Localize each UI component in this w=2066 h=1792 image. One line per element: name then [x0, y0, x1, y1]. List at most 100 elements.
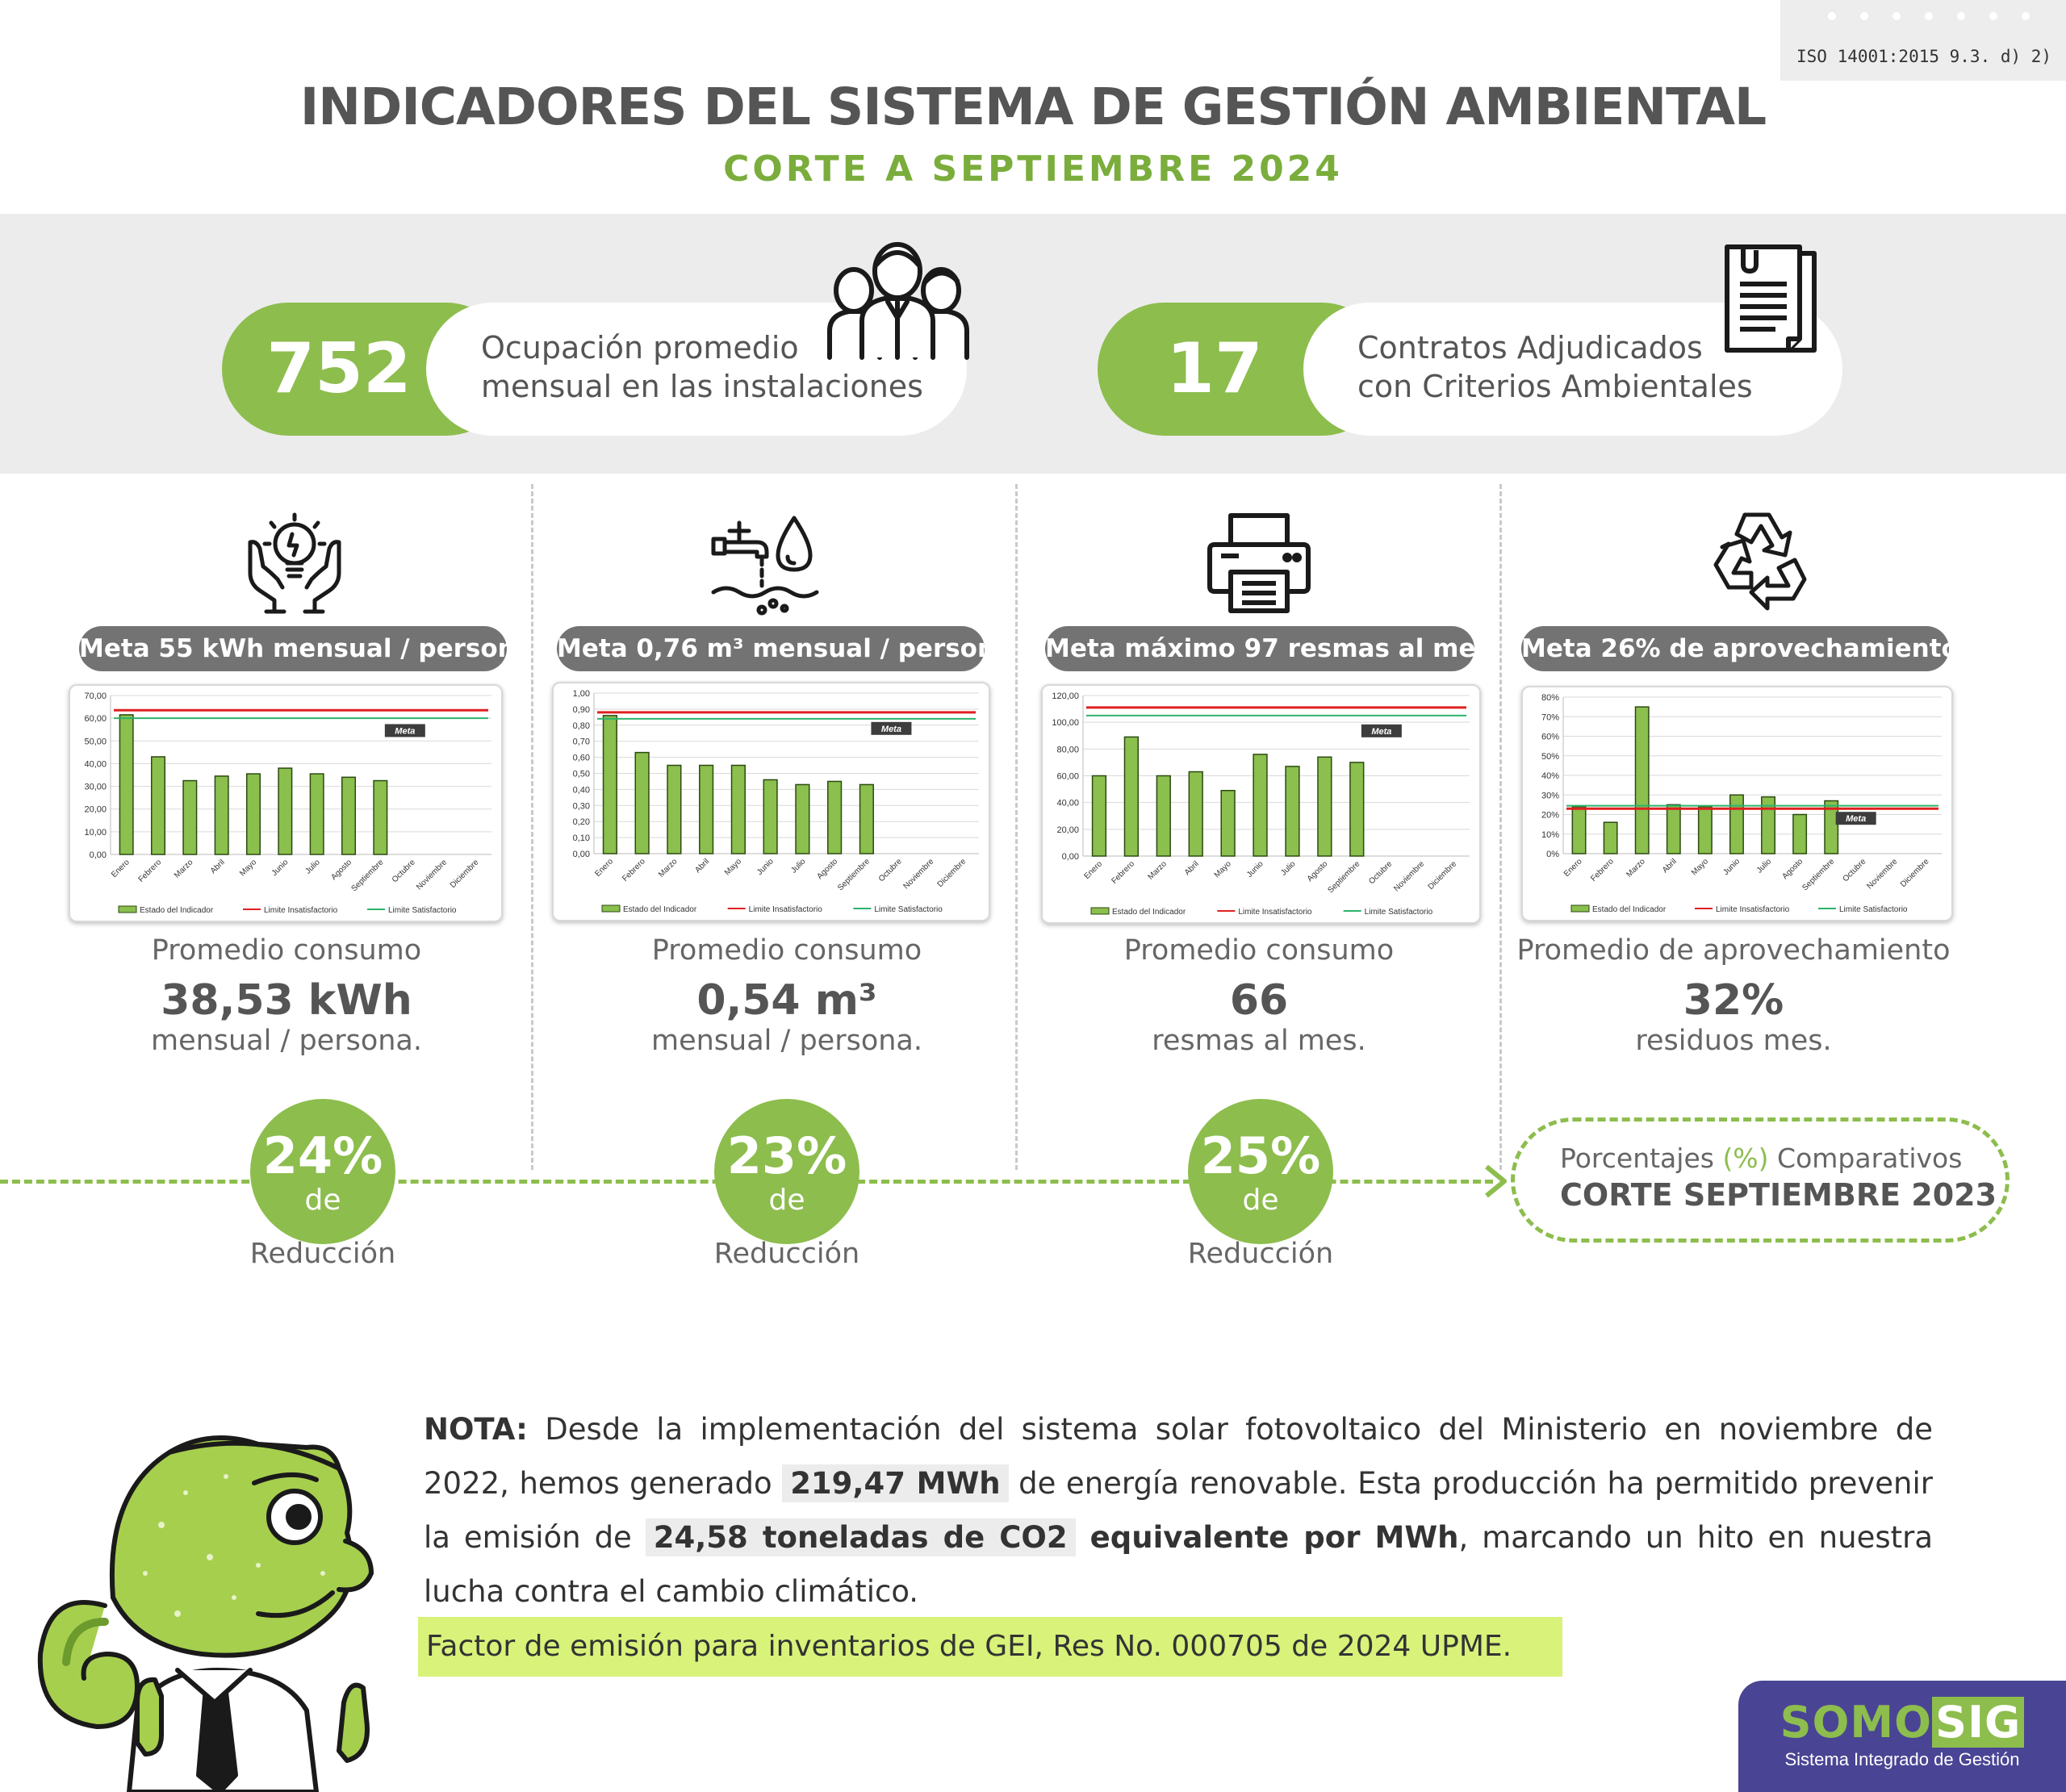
chart-xtick-label: Enero [593, 857, 615, 879]
chart-ytick-label: 50,00 [84, 737, 107, 746]
chart-xtick-label: Octubre [1841, 857, 1867, 883]
chart-xtick-label: Diciembre [1899, 857, 1931, 889]
chart-ytick-label: 60% [1541, 733, 1559, 742]
chart-bar [1634, 706, 1650, 854]
stat-energy-label: Promedio consumo [151, 934, 422, 967]
chart-recycling: 0% 10% 20% 30% 40% 50% 60% 70% 80% Enero Febrero Ma… [1521, 686, 1953, 921]
chart-bar [245, 773, 261, 855]
chart-bar [667, 764, 682, 854]
chart-ytick-label: 0,20 [573, 817, 590, 827]
chart-legend-label: Limite Satisfactorio [1839, 905, 1908, 914]
document-icon [1725, 244, 1817, 353]
chart-bar [214, 775, 229, 855]
chart-legend-label: Estado del Indicador [140, 906, 214, 915]
chart-meta-label: Meta [881, 725, 901, 734]
chart-ytick-label: 120,00 [1052, 691, 1079, 701]
chart-xtick-label: Septiembre [1326, 859, 1361, 895]
chart-xtick-label: Septiembre [1800, 857, 1836, 892]
stat-energy-unit: mensual / persona. [151, 1025, 422, 1057]
chart-ytick-label: 10,00 [84, 828, 107, 838]
chart-xtick-label: Diciembre [1427, 859, 1459, 892]
chart-xtick-label: Septiembre [350, 858, 386, 893]
somosig-logo-b: SIG [1932, 1697, 2025, 1748]
chart-ytick-label: 80,00 [1056, 745, 1079, 754]
stat-paper-value: 66 [1229, 976, 1289, 1025]
chart-ytick-label: 30% [1541, 791, 1559, 800]
chart-energy: 0,00 10,00 20,00 30,00 40,00 50,00 60,00 70,00 E… [69, 684, 503, 922]
chart-xtick-label: Julio [303, 858, 322, 876]
chart-bar [150, 756, 166, 855]
comparison-box: Porcentajes (%) Comparativos CORTE SEPTI… [1511, 1117, 2010, 1243]
chart-xtick-label: Julio [1755, 857, 1774, 875]
chart-bar [1761, 796, 1775, 854]
column-separator [531, 484, 533, 1170]
chart-meta-tag [1361, 724, 1402, 737]
chart-xtick-label: Agosto [1780, 857, 1805, 881]
comparison-line1: Porcentajes (%) Comparativos [1560, 1142, 2005, 1174]
highlight-contracts-text: Contratos Adjudicados con Criterios Ambi… [1357, 328, 1817, 406]
chart-bar [699, 764, 714, 854]
indicator-meta-water: Meta 0,76 m³ mensual / persona [557, 626, 1012, 671]
chart-bar [1220, 789, 1236, 857]
energy-bulb-hands-icon [248, 512, 341, 614]
chart-ytick-label: 0,30 [573, 801, 590, 811]
chart-xtick-label: Febrero [1589, 857, 1616, 883]
people-group-icon [827, 242, 969, 360]
chart-ytick-label: 80% [1541, 693, 1559, 703]
note-highlight-energy: 219,47 MWh [782, 1464, 1009, 1502]
highlight-occupancy-text: Ocupación promedio mensual en las instal… [481, 328, 933, 406]
chart-ytick-label: 0,50 [573, 770, 590, 779]
comparison-text-a: Porcentajes [1560, 1142, 1723, 1174]
chart-bar [1285, 766, 1300, 857]
indicator-meta-energy: Meta 55 kWh mensual / persona [79, 626, 533, 671]
chart-xtick-label: Abril [693, 857, 711, 875]
reduction-pct: 23% [726, 1126, 847, 1185]
note-text-4: , marcando un hito en nuestra lucha cont… [424, 1520, 1933, 1609]
note-lead: NOTA: [424, 1412, 528, 1447]
chart-bar [795, 783, 810, 854]
reduction-label-energy: Reducción [249, 1238, 396, 1270]
chart-meta-label: Meta [1846, 814, 1866, 824]
reduction-de: de [1242, 1184, 1279, 1217]
chart-xtick-label: Octubre [391, 858, 417, 884]
chart-xtick-label: Julio [789, 857, 808, 875]
chart-ytick-label: 1,00 [573, 689, 590, 699]
somosig-tagline: Sistema Integrado de Gestión [1784, 1749, 2020, 1769]
chart-xtick-label: Diciembre [936, 857, 968, 889]
chart-meta-label: Meta [1371, 727, 1391, 737]
chart-legend-label: Limite Insatisfactorio [749, 905, 823, 914]
note-text-3: equivalente por MWh [1075, 1520, 1459, 1555]
chart-xtick-label: Noviembre [415, 858, 449, 892]
chart-bar [1091, 775, 1107, 857]
chart-ytick-label: 20,00 [84, 805, 107, 815]
chart-bar [1603, 821, 1618, 854]
chart-xtick-label: Marzo [173, 858, 195, 880]
chart-bar [1697, 806, 1713, 854]
chart-bar [859, 783, 874, 854]
chart-xtick-label: Noviembre [1392, 859, 1426, 893]
chart-ytick-label: 0,00 [90, 850, 107, 860]
chart-xtick-label: Abril [209, 858, 227, 875]
page-title: INDICADORES DEL SISTEMA DE GESTIÓN AMBIE… [299, 77, 1767, 136]
chart-bar [119, 714, 134, 855]
chart-xtick-label: Julio [1279, 859, 1298, 878]
chart-xtick-label: Agosto [1306, 859, 1330, 883]
highlight-contracts-line2: con Criterios Ambientales [1357, 369, 1753, 404]
chart-meta-tag [871, 721, 912, 735]
chart-xtick-label: Abril [1661, 857, 1679, 875]
chart-bar [278, 767, 293, 855]
chart-xtick-label: Noviembre [902, 857, 936, 891]
chart-xtick-label: Marzo [1146, 859, 1169, 882]
indicator-meta-recycling: Meta 26% de aprovechamiento [1521, 626, 1959, 671]
chart-legend-swatch [1570, 904, 1590, 913]
chart-bar [602, 715, 617, 854]
comparison-line2: CORTE SEPTIEMBRE 2023 [1560, 1177, 1997, 1213]
chart-legend-swatch [601, 904, 621, 913]
reduction-label-paper: Reducción [1187, 1238, 1334, 1270]
chart-bar [1188, 771, 1203, 857]
note-text-1: Desde la implementación del sistema sola… [424, 1412, 1933, 1501]
page-subtitle: CORTE A SEPTIEMBRE 2024 [723, 148, 1343, 190]
chart-bar [1253, 754, 1268, 857]
stat-recycling-label: Promedio de aprovechamiento [1516, 934, 1951, 967]
chart-legend-label: Limite Insatisfactorio [264, 906, 338, 915]
